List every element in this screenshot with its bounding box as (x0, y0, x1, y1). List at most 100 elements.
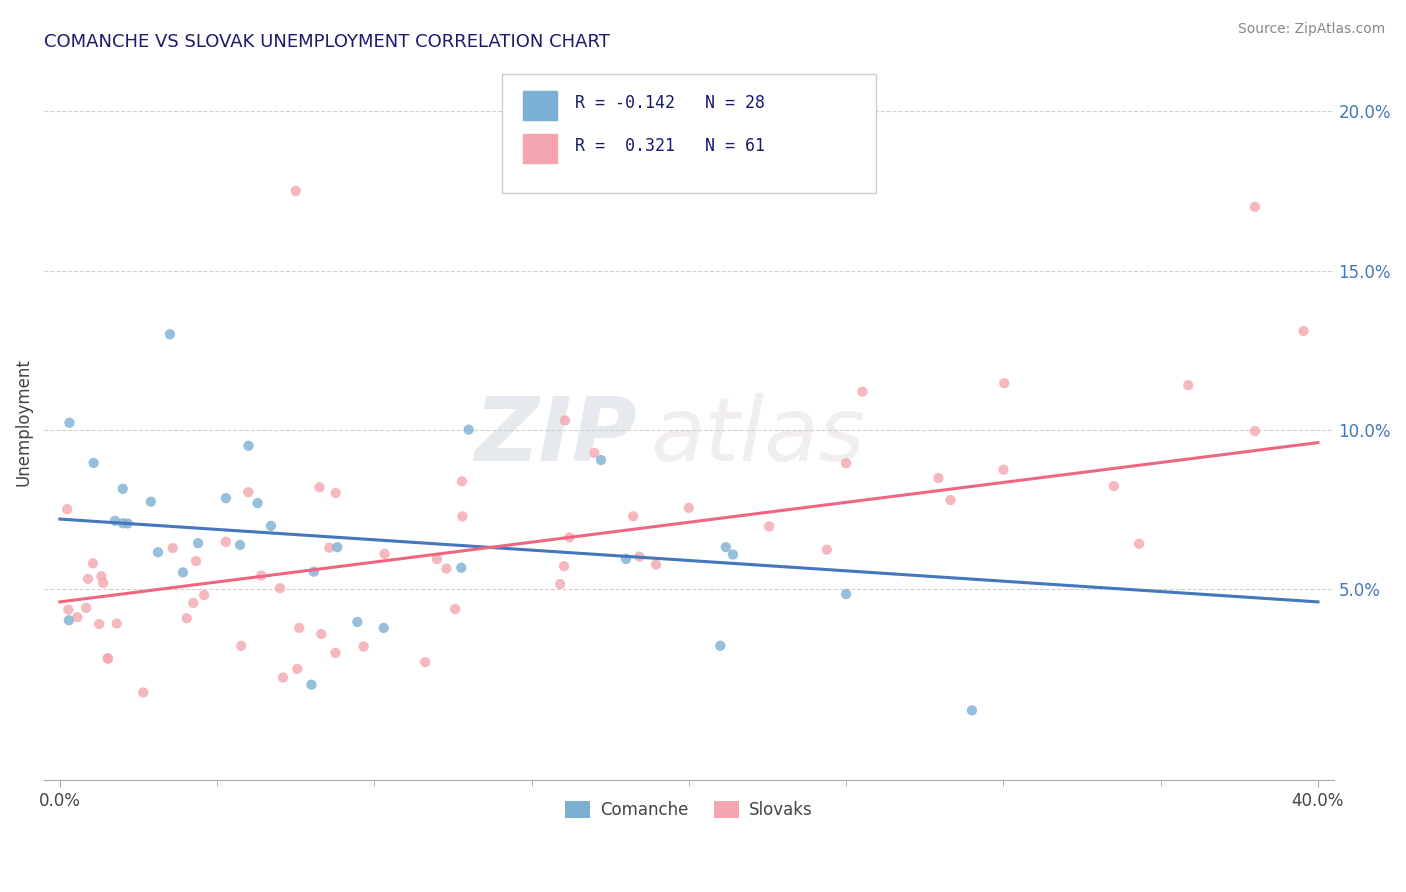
Point (554, 413, 576, 427)
Y-axis label: Unemployment: Unemployment (15, 358, 32, 486)
Point (246, 496, 269, 510)
Point (271, 671, 294, 685)
Point (111, 482, 134, 496)
Point (311, 627, 333, 641)
Point (111, 516, 134, 531)
Point (614, 552, 637, 566)
Point (373, 547, 395, 561)
Point (346, 615, 368, 629)
Point (91, 575, 114, 590)
Point (450, 560, 472, 574)
Point (58, 603, 80, 617)
Point (77, 572, 100, 586)
Point (90, 569, 112, 583)
Point (56, 502, 79, 516)
Point (238, 485, 260, 500)
Point (721, 548, 744, 562)
Point (628, 549, 651, 564)
Point (960, 703, 983, 717)
Point (1244, 424, 1267, 438)
Point (318, 541, 340, 555)
Point (231, 639, 253, 653)
Point (260, 519, 283, 533)
Point (621, 509, 644, 524)
FancyBboxPatch shape (523, 92, 557, 120)
Point (1244, 200, 1267, 214)
Point (851, 384, 873, 399)
Point (250, 568, 273, 582)
Point (269, 581, 291, 595)
Point (993, 463, 1015, 477)
Point (678, 500, 700, 515)
Point (229, 538, 252, 552)
Point (184, 554, 207, 568)
Point (835, 456, 858, 470)
Point (1292, 324, 1315, 338)
Point (835, 587, 858, 601)
Point (187, 536, 209, 550)
Point (553, 559, 575, 574)
FancyBboxPatch shape (523, 135, 557, 163)
Point (815, 542, 838, 557)
Point (58, 613, 80, 627)
Point (993, 376, 1015, 391)
Point (301, 678, 323, 692)
Point (159, 327, 181, 342)
Point (146, 545, 169, 559)
Point (558, 530, 581, 544)
Point (66, 610, 89, 624)
FancyBboxPatch shape (502, 74, 876, 193)
Point (589, 453, 612, 467)
Point (939, 493, 962, 508)
Point (89, 617, 111, 632)
Point (326, 540, 349, 554)
Point (1128, 537, 1150, 551)
Point (426, 552, 449, 566)
Point (238, 439, 260, 453)
Point (709, 639, 731, 653)
Point (325, 486, 347, 500)
Point (758, 519, 780, 533)
Point (308, 480, 330, 494)
Point (451, 509, 474, 524)
Point (105, 616, 128, 631)
Point (288, 621, 311, 635)
Text: R = -0.142   N = 28: R = -0.142 N = 28 (575, 94, 765, 112)
Point (83, 456, 105, 470)
Point (451, 475, 474, 489)
Point (172, 566, 194, 580)
Point (82, 557, 104, 571)
Point (353, 640, 375, 654)
Point (97, 651, 120, 665)
Text: COMANCHE VS SLOVAK UNEMPLOYMENT CORRELATION CHART: COMANCHE VS SLOVAK UNEMPLOYMENT CORRELAT… (44, 33, 610, 51)
Point (117, 516, 139, 531)
Point (548, 577, 571, 591)
Text: atlas: atlas (650, 393, 865, 479)
Point (285, 662, 308, 676)
Point (176, 611, 198, 625)
Point (1177, 378, 1199, 392)
Point (302, 565, 325, 579)
Text: ZIP: ZIP (475, 392, 637, 480)
Point (181, 596, 204, 610)
Point (325, 646, 347, 660)
Point (193, 588, 215, 602)
Point (215, 534, 238, 549)
Point (927, 471, 949, 485)
Point (97, 651, 120, 665)
Point (132, 685, 155, 699)
Point (413, 655, 436, 669)
Point (436, 561, 458, 575)
Legend: Comanche, Slovaks: Comanche, Slovaks (558, 794, 820, 826)
Point (583, 446, 606, 460)
Point (444, 602, 467, 616)
Point (373, 621, 395, 635)
Point (162, 541, 184, 555)
Text: Source: ZipAtlas.com: Source: ZipAtlas.com (1237, 22, 1385, 37)
Point (75, 601, 97, 615)
Point (58, 416, 80, 430)
Point (1102, 479, 1125, 493)
Point (284, 184, 307, 198)
Point (139, 494, 162, 508)
Text: R =  0.321   N = 61: R = 0.321 N = 61 (575, 136, 765, 154)
